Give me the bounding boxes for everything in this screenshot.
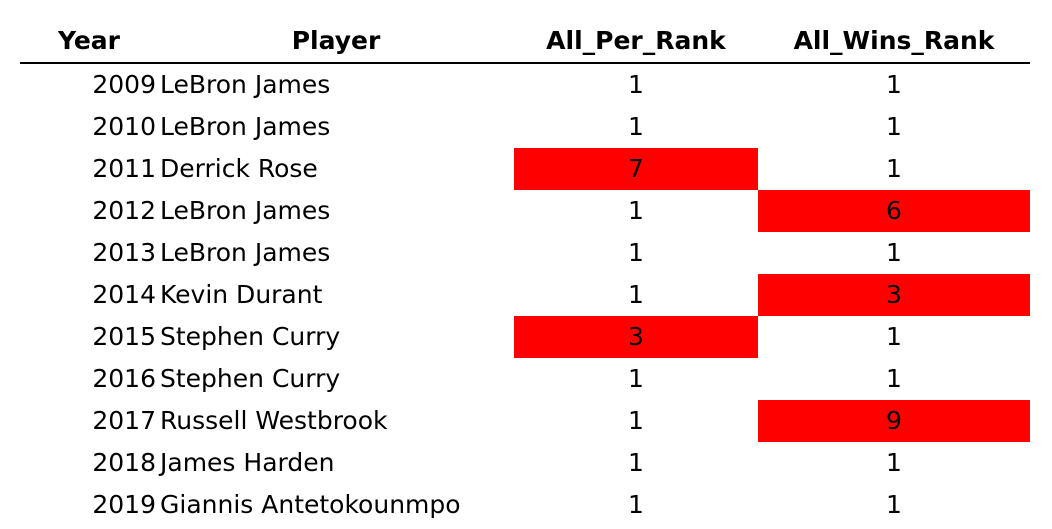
cell-all-per-rank: 1 — [514, 64, 758, 106]
cell-year: 2018 — [20, 442, 156, 484]
table-row: 2009 LeBron James 1 1 — [20, 64, 1030, 106]
cell-all-per-rank: 1 — [514, 106, 758, 148]
cell-all-wins-rank: 3 — [758, 274, 1030, 316]
cell-year: 2010 — [20, 106, 156, 148]
cell-year: 2017 — [20, 400, 156, 442]
cell-all-per-rank: 1 — [514, 442, 758, 484]
cell-all-per-rank: 3 — [514, 316, 758, 358]
cell-year: 2015 — [20, 316, 156, 358]
cell-player: Derrick Rose — [160, 148, 514, 190]
table-row: 2015 Stephen Curry 3 1 — [20, 316, 1030, 358]
header-player: Player — [158, 20, 514, 62]
cell-player: LeBron James — [160, 106, 514, 148]
cell-all-wins-rank: 1 — [758, 64, 1030, 106]
cell-year: 2019 — [20, 484, 156, 526]
cell-year: 2014 — [20, 274, 156, 316]
cell-player: James Harden — [160, 442, 514, 484]
cell-year: 2013 — [20, 232, 156, 274]
cell-all-per-rank: 1 — [514, 190, 758, 232]
cell-all-per-rank: 1 — [514, 484, 758, 526]
table-row: 2013 LeBron James 1 1 — [20, 232, 1030, 274]
cell-player: LeBron James — [160, 190, 514, 232]
table-row: 2012 LeBron James 1 6 — [20, 190, 1030, 232]
table-row: 2018 James Harden 1 1 — [20, 442, 1030, 484]
cell-all-wins-rank: 1 — [758, 106, 1030, 148]
table-row: 2014 Kevin Durant 1 3 — [20, 274, 1030, 316]
cell-player: Stephen Curry — [160, 316, 514, 358]
cell-player: Stephen Curry — [160, 358, 514, 400]
cell-year: 2011 — [20, 148, 156, 190]
cell-all-per-rank: 1 — [514, 400, 758, 442]
cell-all-wins-rank: 1 — [758, 358, 1030, 400]
cell-all-wins-rank: 1 — [758, 148, 1030, 190]
table-row: 2011 Derrick Rose 7 1 — [20, 148, 1030, 190]
cell-all-wins-rank: 6 — [758, 190, 1030, 232]
cell-all-wins-rank: 9 — [758, 400, 1030, 442]
cell-all-wins-rank: 1 — [758, 316, 1030, 358]
header-year: Year — [20, 20, 158, 62]
table-row: 2016 Stephen Curry 1 1 — [20, 358, 1030, 400]
cell-player: LeBron James — [160, 64, 514, 106]
cell-player: Giannis Antetokounmpo — [160, 484, 514, 526]
cell-all-wins-rank: 1 — [758, 232, 1030, 274]
cell-all-per-rank: 7 — [514, 148, 758, 190]
cell-player: Russell Westbrook — [160, 400, 514, 442]
cell-all-per-rank: 1 — [514, 274, 758, 316]
table-body: 2009 LeBron James 1 1 2010 LeBron James 1 1 2011… — [20, 64, 1030, 526]
cell-all-wins-rank: 1 — [758, 442, 1030, 484]
cell-year: 2016 — [20, 358, 156, 400]
cell-player: LeBron James — [160, 232, 514, 274]
cell-year: 2012 — [20, 190, 156, 232]
cell-year: 2009 — [20, 64, 156, 106]
cell-all-wins-rank: 1 — [758, 484, 1030, 526]
header-all-per-rank: All_Per_Rank — [514, 20, 758, 62]
rank-table: Year Player All_Per_Rank All_Wins_Rank 2… — [20, 20, 1030, 526]
header-all-wins-rank: All_Wins_Rank — [758, 20, 1030, 62]
cell-all-per-rank: 1 — [514, 358, 758, 400]
cell-player: Kevin Durant — [160, 274, 514, 316]
table-row: 2019 Giannis Antetokounmpo 1 1 — [20, 484, 1030, 526]
cell-all-per-rank: 1 — [514, 232, 758, 274]
table-row: 2017 Russell Westbrook 1 9 — [20, 400, 1030, 442]
table-row: 2010 LeBron James 1 1 — [20, 106, 1030, 148]
table-header: Year Player All_Per_Rank All_Wins_Rank — [20, 20, 1030, 64]
